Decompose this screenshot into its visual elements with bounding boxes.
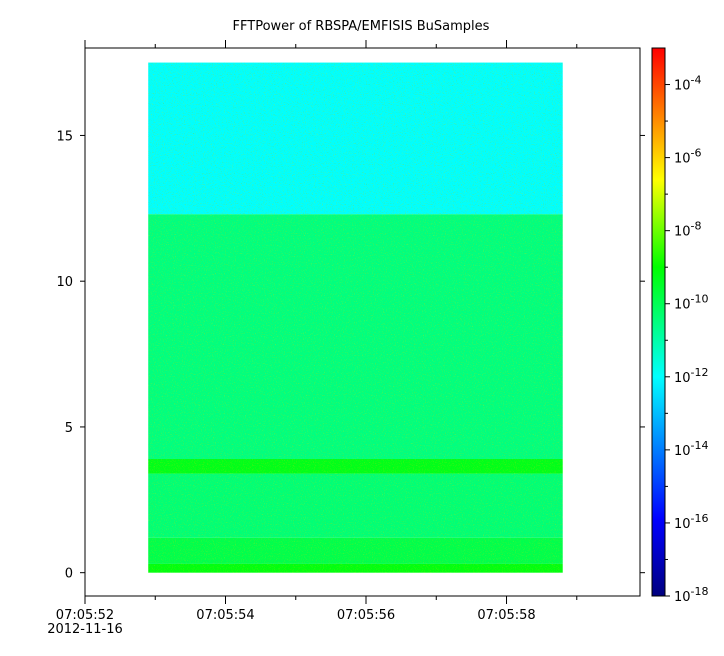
- colorbar: [651, 47, 666, 597]
- colorbar-tick-label: 10-6: [674, 147, 702, 167]
- colorbar-tick-label: 10-18: [674, 585, 709, 605]
- y-tick-label: 10: [56, 275, 73, 290]
- x-tick-label: 07:05:58: [477, 608, 535, 623]
- colorbar-tick-label: 10-10: [674, 293, 709, 313]
- colorbar-tick-label: 10-4: [674, 74, 702, 94]
- colorbar-tick-label: 10-16: [674, 512, 709, 532]
- y-tick-label: 5: [65, 421, 73, 436]
- colorbar-tick-label: 10-12: [674, 366, 709, 386]
- y-axis: 0 5 10 15: [56, 129, 645, 582]
- y-tick-label: 0: [65, 567, 73, 582]
- colorbar-tick-label: 10-8: [674, 220, 702, 240]
- plot-frame: [84, 47, 641, 597]
- spectrogram-noise-texture: [148, 62, 563, 573]
- x-tick-label: 07:05:54: [196, 608, 254, 623]
- spectrogram-image: [148, 62, 563, 573]
- colorbar-tick-label: 10-14: [674, 439, 709, 459]
- x-tick-label: 07:05:52: [56, 608, 114, 623]
- x-tick-label: 07:05:56: [337, 608, 395, 623]
- x-tick-date-label: 2012-11-16: [47, 622, 123, 637]
- colorbar-axis: 10-4 10-6 10-8 10-10 10-12 10-14 10-16 10-18: [665, 74, 709, 605]
- y-tick-label: 15: [56, 129, 73, 144]
- chart-title: FFTPower of RBSPA/EMFISIS BuSamples: [233, 19, 490, 34]
